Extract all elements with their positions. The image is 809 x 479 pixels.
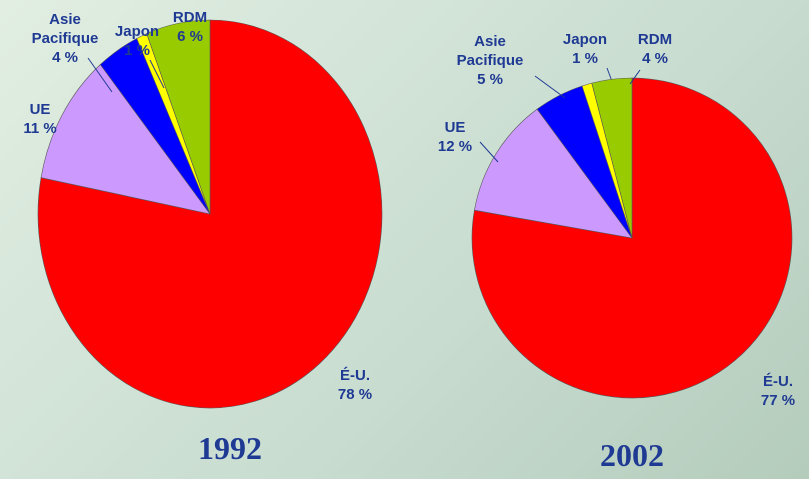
slice-value: 6 % [177,28,203,45]
chart-title: 1992 [198,430,262,466]
pie-slice [37,19,383,409]
slice-name: Asie Pacifique [456,33,524,69]
slice-name: RDM [172,9,208,26]
slice-name: Japon [562,31,608,48]
leader-line [149,59,165,89]
slice-value: 4 % [642,50,668,67]
slice-value: 1 % [572,50,598,67]
slice-name: Asie Pacifique [31,11,99,47]
slice-name: Japon [114,23,160,40]
slice-label: Japon 1 % [555,30,615,68]
slice-value: 11 % [23,120,57,137]
slice-label: Japon 1 % [107,22,167,60]
slice-label: RDM 6 % [160,8,220,46]
slice-value: 1 % [124,42,150,59]
slice-value: 78 % [337,386,373,403]
slice-label: É-U. 77 % [748,372,808,410]
slice-label: UE 11 % [10,100,70,138]
slice-label: Asie Pacifique 4 % [30,10,100,67]
leader-line [534,75,566,99]
pie-slice [474,108,633,239]
slice-value: 77 % [760,392,796,409]
slice-name: É-U. [763,373,793,390]
slice-name: É-U. [340,367,370,384]
slice-label: Asie Pacifique 5 % [455,32,525,89]
slice-name: UE [29,101,51,118]
slice-name: RDM [637,31,673,48]
slice-label: UE 12 % [425,118,485,156]
pie-slice [591,77,633,239]
slice-value: 12 % [437,138,473,155]
pie-slice [40,64,211,215]
chart-title: 2002 [600,437,664,473]
leader-line [479,141,499,163]
leader-line [87,57,113,93]
slice-label: RDM 4 % [625,30,685,68]
slice-label: É-U. 78 % [315,366,395,404]
slice-value: 4 % [52,49,78,66]
slice-name: UE [444,119,466,136]
pie-slice [146,19,211,215]
leader-line [629,69,641,85]
slice-value: 5 % [477,71,503,88]
